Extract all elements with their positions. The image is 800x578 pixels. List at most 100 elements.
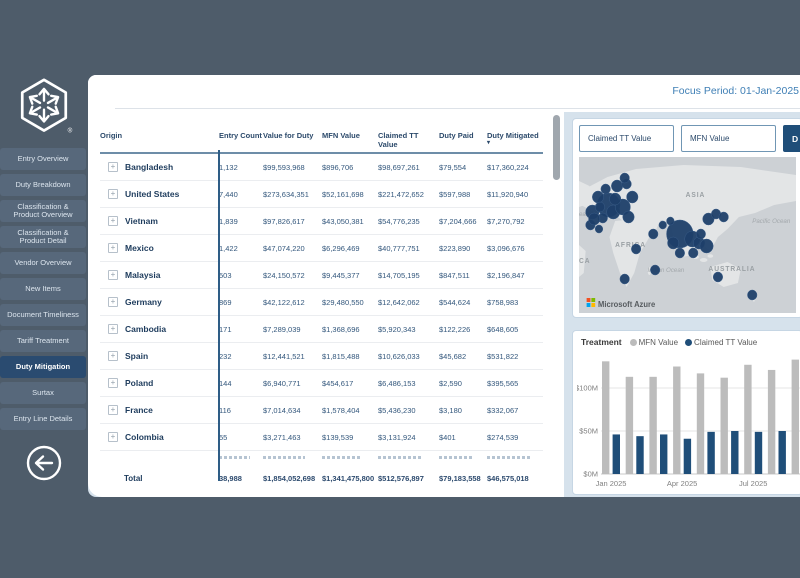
column-header-duty-mitigated[interactable]: Duty Mitigated ▾ (487, 125, 548, 149)
expand-plus-icon[interactable]: + (108, 243, 118, 253)
map-bubble[interactable] (594, 201, 605, 213)
map-bubble[interactable] (666, 216, 675, 226)
sidebar-item-duty-breakdown[interactable]: Duty Breakdown (0, 174, 86, 196)
column-header-origin[interactable]: Origin (100, 131, 123, 140)
origin-cell: + United States (100, 189, 218, 199)
bar-claimed-tt-value-jan-2025[interactable] (612, 434, 620, 474)
map-bubble[interactable] (619, 273, 630, 285)
back-button[interactable] (25, 444, 63, 482)
map-bubble[interactable] (592, 190, 604, 204)
value-cell: $14,705,195 (378, 270, 420, 280)
bar-claimed-tt-value-jun-2025[interactable] (731, 431, 739, 474)
bar-claimed-tt-value-aug-2025[interactable] (778, 431, 786, 474)
map-bubble[interactable] (631, 243, 642, 255)
value-cell: $3,096,676 (487, 243, 525, 253)
mfn-value-filter[interactable]: MFN Value (681, 125, 776, 152)
table-row-vietnam: + Vietnam 1,839 $97,826,617 $43,050,381 $54,7… (100, 208, 543, 235)
map-label-indian-ocean: Indian Ocean (648, 267, 685, 274)
sidebar-item-classification-product-overview[interactable]: Classification & Product Overview (0, 200, 86, 222)
expand-plus-icon[interactable]: + (108, 378, 118, 388)
map-bubble[interactable] (588, 212, 601, 226)
map-bubble[interactable] (718, 211, 729, 223)
column-header-entry-count[interactable]: Entry Count (219, 131, 262, 140)
map-bubble-layer (585, 172, 758, 301)
expand-plus-icon[interactable]: + (108, 432, 118, 442)
filter-bar: Claimed TT Value MFN Value D (579, 125, 800, 152)
map-bubble[interactable] (688, 247, 699, 259)
y-axis-tick: $50M (579, 427, 598, 436)
bar-mfn-value-jun-2025[interactable] (720, 377, 728, 474)
sidebar-item-document-timeliness[interactable]: Document Timeliness (0, 304, 86, 326)
claimed-tt-value-filter[interactable]: Claimed TT Value (579, 125, 674, 152)
value-cell: 869 (219, 297, 232, 307)
map-bubble[interactable] (695, 228, 706, 240)
map-bubble[interactable] (626, 190, 639, 204)
legend-item-mfn[interactable]: MFN Value (629, 338, 678, 347)
sidebar-item-new-items[interactable]: New Items (0, 278, 86, 300)
bar-mfn-value-feb-2025[interactable] (625, 376, 634, 474)
value-cell: $544,624 (439, 297, 471, 307)
bar-claimed-tt-value-jul-2025[interactable] (754, 431, 763, 474)
table-header: Origin Entry Count Value for Duty MFN Value… (100, 125, 543, 154)
bar-mfn-value-sep-2025[interactable] (791, 359, 799, 474)
value-cell: $52,161,698 (322, 189, 364, 199)
sidebar-item-duty-mitigation[interactable]: Duty Mitigation (0, 356, 86, 378)
map-bubble[interactable] (600, 183, 611, 195)
origin-name: Spain (125, 351, 149, 361)
column-header-duty-paid[interactable]: Duty Paid (439, 131, 474, 140)
map-bubble[interactable] (712, 271, 723, 283)
column-header-claimed-tt-value[interactable]: Claimed TT Value (378, 131, 419, 149)
bar-mfn-value-jul-2025[interactable] (744, 364, 752, 474)
value-cell: $274,539 (487, 432, 519, 442)
column-header-value-for-duty[interactable]: Value for Duty (263, 131, 314, 140)
sidebar-item-tariff-treatment[interactable]: Tariff Treatment (0, 330, 86, 352)
expand-plus-icon[interactable]: + (108, 162, 118, 172)
bar-claimed-tt-value-feb-2025[interactable] (636, 436, 644, 474)
map-bubble[interactable] (667, 236, 680, 250)
map-bubble[interactable] (702, 212, 715, 226)
map-bubble[interactable] (619, 172, 630, 184)
table-scrollbar[interactable] (553, 115, 560, 180)
expand-plus-icon[interactable]: + (108, 189, 118, 199)
expand-plus-icon[interactable]: + (108, 351, 118, 361)
expand-plus-icon[interactable]: + (108, 324, 118, 334)
sidebar-item-classification-product-detail[interactable]: Classification & Product Detail (0, 226, 86, 248)
sidebar-nav: Entry Overview Duty Breakdown Classificati… (0, 148, 86, 434)
sidebar-item-entry-overview[interactable]: Entry Overview (0, 148, 86, 170)
column-header-mfn-value[interactable]: MFN Value (322, 131, 360, 140)
sidebar-item-entry-line-details[interactable]: Entry Line Details (0, 408, 86, 430)
bar-mfn-value-aug-2025[interactable] (767, 369, 776, 474)
treatment-bar-chart[interactable]: $0M $50M $100M Jan 2025 Apr 2025 Jul 2025 (575, 348, 800, 491)
sidebar-item-vendor-overview[interactable]: Vendor Overview (0, 252, 86, 274)
map-bubble[interactable] (609, 192, 622, 206)
bar-claimed-tt-value-mar-2025[interactable] (660, 434, 668, 474)
value-cell: $7,270,792 (487, 216, 525, 226)
map-bubble[interactable] (611, 179, 624, 193)
sidebar-item-surtax[interactable]: Surtax (0, 382, 86, 404)
map-bubble[interactable] (747, 289, 758, 301)
expand-plus-icon[interactable]: + (108, 270, 118, 280)
value-cell: $99,593,968 (263, 162, 305, 172)
origin-name: France (125, 405, 153, 415)
map-bubble[interactable] (648, 228, 659, 240)
duty-toggle-button[interactable]: D (783, 125, 800, 152)
bar-mfn-value-mar-2025[interactable] (649, 376, 657, 474)
bar-claimed-tt-value-apr-2025[interactable] (683, 438, 692, 474)
map-bubble[interactable] (594, 224, 604, 234)
expand-plus-icon[interactable]: + (108, 216, 118, 226)
value-cell: $9,445,377 (322, 270, 360, 280)
map-label-australia: AUSTRALIA (708, 266, 755, 273)
bar-mfn-value-jan-2025[interactable] (602, 361, 610, 474)
legend-item-claimed-tt[interactable]: Claimed TT Value (685, 338, 757, 347)
map-bubble[interactable] (658, 220, 667, 230)
expand-plus-icon[interactable]: + (108, 297, 118, 307)
map-bubble[interactable] (622, 210, 635, 224)
map-bubble[interactable] (650, 264, 661, 276)
bar-mfn-value-may-2025[interactable] (696, 373, 705, 474)
map-bubble[interactable] (699, 238, 714, 254)
expand-plus-icon[interactable]: + (108, 405, 118, 415)
map-bubble[interactable] (674, 247, 685, 259)
bar-mfn-value-apr-2025[interactable] (673, 366, 681, 475)
world-map[interactable]: ASIA AFRICA AUSTRALIA CA Pacific Ocean Indian… (579, 157, 796, 313)
bar-claimed-tt-value-may-2025[interactable] (707, 431, 715, 474)
